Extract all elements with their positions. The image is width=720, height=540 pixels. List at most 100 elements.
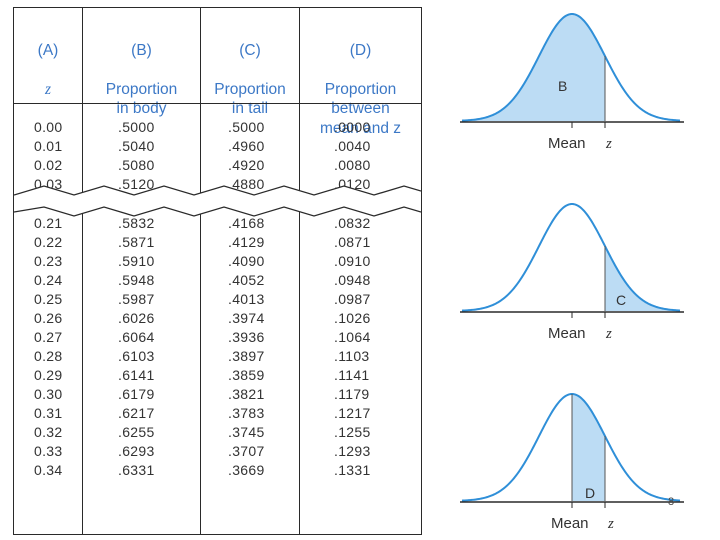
normal-curve-body-figure: B Mean z xyxy=(432,6,702,156)
divider-c-d xyxy=(299,8,300,534)
table-cell: .1255 xyxy=(334,424,371,440)
table-cell: 0.32 xyxy=(34,424,63,440)
mean-label: Mean xyxy=(551,515,589,532)
table-cell: 0.24 xyxy=(34,272,63,288)
table-cell: .3669 xyxy=(228,462,265,478)
page-number: 8 xyxy=(668,496,675,508)
table-cell: .4052 xyxy=(228,272,265,288)
normal-curve xyxy=(461,392,681,502)
table-cell: .1331 xyxy=(334,462,371,478)
table-cell: .0948 xyxy=(334,272,371,288)
table-cell: 0.25 xyxy=(34,291,63,307)
header-divider xyxy=(14,103,421,104)
table-cell: .0832 xyxy=(334,215,371,231)
col-d-bottom: .0832 .0871 .0910 .0948 .0987 .1026 .106… xyxy=(334,214,371,480)
table-cell: .3974 xyxy=(228,310,265,326)
table-cell: .1064 xyxy=(334,329,371,345)
table-break xyxy=(14,185,421,217)
table-cell: .5080 xyxy=(118,157,155,173)
table-cell: .3745 xyxy=(228,424,265,440)
table-cell: .5000 xyxy=(118,119,155,135)
table-cell: 0.28 xyxy=(34,348,63,364)
col-a-letter: (A) xyxy=(37,41,59,59)
col-c-top: .5000 .4960 .4920 .4880 xyxy=(228,118,265,194)
table-cell: .5832 xyxy=(118,215,155,231)
table-cell: .1217 xyxy=(334,405,371,421)
table-cell: .6064 xyxy=(118,329,155,345)
col-b-letter: (B) xyxy=(131,41,152,59)
table-cell: .6179 xyxy=(118,386,155,402)
table-cell: 0.26 xyxy=(34,310,63,326)
region-label-b: B xyxy=(558,78,567,94)
table-cell: .4013 xyxy=(228,291,265,307)
table-cell: .1103 xyxy=(334,348,370,364)
table-cell: .4880 xyxy=(228,176,265,192)
table-cell: .6331 xyxy=(118,462,155,478)
table-cell: .3821 xyxy=(228,386,265,402)
table-cell: 0.01 xyxy=(34,138,63,154)
table-cell: .0910 xyxy=(334,253,371,269)
table-cell: .6026 xyxy=(118,310,155,326)
table-cell: .6141 xyxy=(118,367,155,383)
table-cell: .0080 xyxy=(334,157,371,173)
table-cell: 0.33 xyxy=(34,443,63,459)
col-a-bottom: 0.21 0.22 0.23 0.24 0.25 0.26 0.27 0.28 … xyxy=(34,214,62,480)
normal-curve xyxy=(461,12,681,122)
table-cell: .4129 xyxy=(228,234,265,250)
col-b-bottom: .5832 .5871 .5910 .5948 .5987 .6026 .606… xyxy=(118,214,155,480)
col-d-letter: (D) xyxy=(349,41,372,59)
table-cell: .5987 xyxy=(118,291,155,307)
z-table: (A) z (B) Proportion in body (C) Proport… xyxy=(13,7,422,535)
table-cell: .5000 xyxy=(228,119,265,135)
table-cell: .0040 xyxy=(334,138,371,154)
table-cell: .5120 xyxy=(118,176,155,192)
normal-curve-tail-svg: C Mean z xyxy=(460,202,684,342)
table-cell: .0987 xyxy=(334,291,371,307)
normal-curve-body-svg: B Mean z xyxy=(460,12,684,152)
normal-curve-between-svg: D Mean z xyxy=(460,392,684,532)
table-cell: 0.34 xyxy=(34,462,63,478)
table-cell: .3859 xyxy=(228,367,265,383)
table-cell: .3936 xyxy=(228,329,265,345)
table-cell: 0.27 xyxy=(34,329,63,345)
table-cell: 0.21 xyxy=(34,215,63,231)
shaded-tail-region xyxy=(605,246,680,311)
table-cell: 0.23 xyxy=(34,253,63,269)
col-c-header: (C) Proportion in tail xyxy=(201,21,299,138)
table-cell: 0.02 xyxy=(34,157,63,173)
normal-curve-between-figure: D Mean z xyxy=(432,386,702,536)
divider-a-b xyxy=(82,8,83,534)
table-cell: .5910 xyxy=(118,253,155,269)
normal-curve xyxy=(461,202,681,312)
table-cell: .5871 xyxy=(118,234,155,250)
table-cell: .4960 xyxy=(228,138,265,154)
col-a-title: z xyxy=(44,80,52,98)
table-cell: .0871 xyxy=(334,234,371,250)
col-b-header: (B) Proportion in body xyxy=(83,21,200,138)
table-cell: .3783 xyxy=(228,405,265,421)
region-label-d: D xyxy=(585,485,595,501)
table-cell: .6103 xyxy=(118,348,155,364)
z-label: z xyxy=(607,516,614,532)
col-d-top: .0000 .0040 .0080 .0120 xyxy=(334,118,371,194)
table-cell: .4168 xyxy=(228,215,265,231)
table-cell: .1179 xyxy=(334,386,370,402)
table-cell: .1293 xyxy=(334,443,371,459)
col-d-title: Proportion between mean and z xyxy=(320,80,401,137)
col-a-top: 0.00 0.01 0.02 0.03 xyxy=(34,118,62,194)
table-cell: .6217 xyxy=(118,405,155,421)
mean-label: Mean xyxy=(548,135,586,152)
col-d-header: (D) Proportion between mean and z xyxy=(300,21,421,158)
table-cell: 0.29 xyxy=(34,367,63,383)
mean-label: Mean xyxy=(548,325,586,342)
table-cell: .4920 xyxy=(228,157,265,173)
col-c-title: Proportion in tail xyxy=(214,80,286,118)
table-cell: 0.00 xyxy=(34,119,63,135)
col-a-header: (A) z xyxy=(14,21,82,119)
table-cell: 0.30 xyxy=(34,386,63,402)
z-label: z xyxy=(605,326,612,342)
table-cell: .5040 xyxy=(118,138,155,154)
z-label: z xyxy=(605,136,612,152)
col-b-top: .5000 .5040 .5080 .5120 xyxy=(118,118,155,194)
region-label-c: C xyxy=(616,292,626,308)
